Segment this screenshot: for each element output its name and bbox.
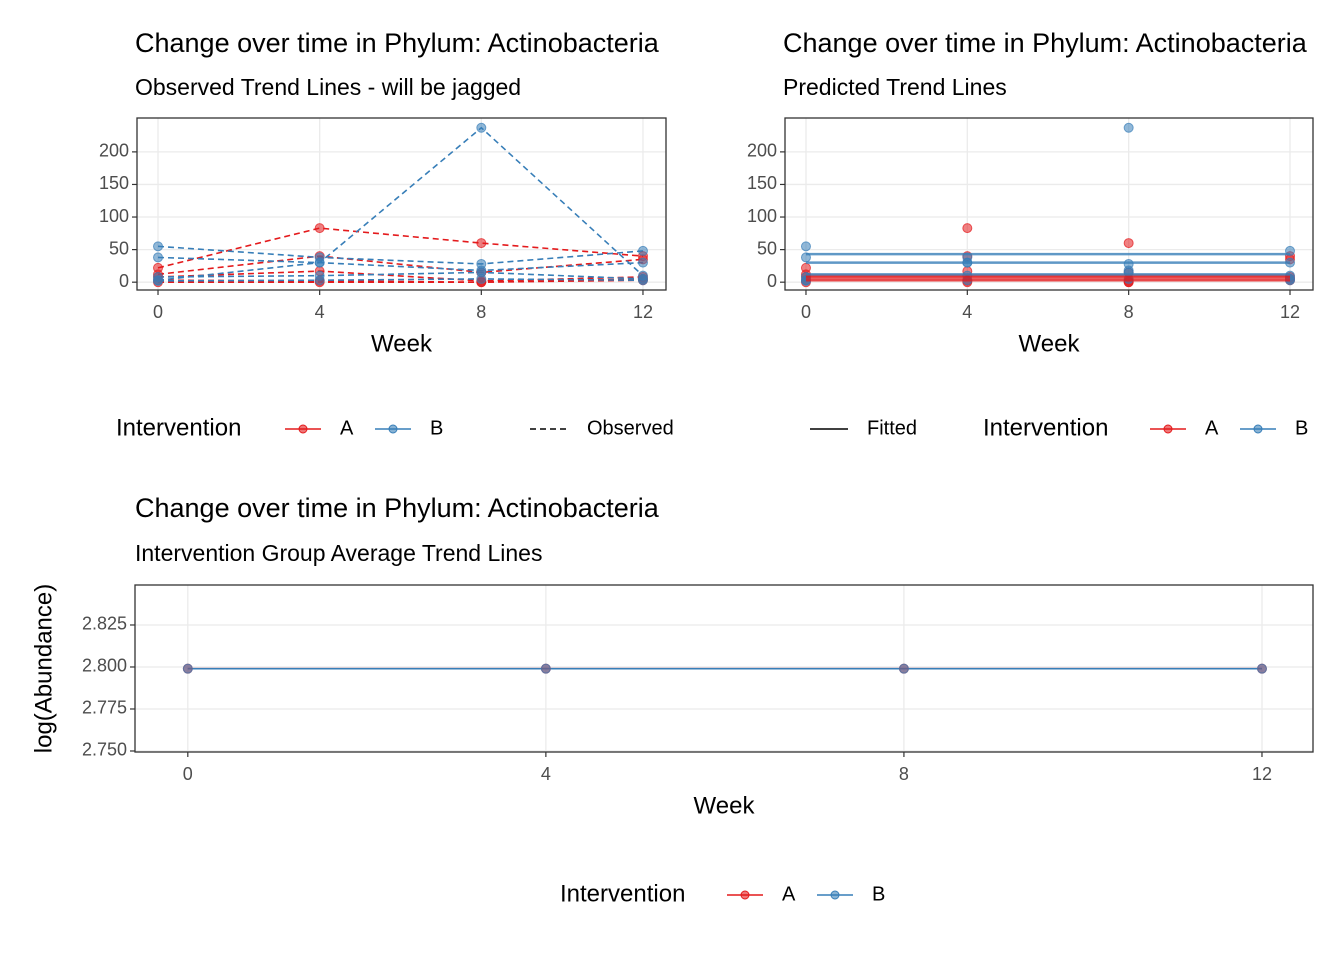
legend-title: Intervention [560,880,685,907]
chart-subtitle: Intervention Group Average Trend Lines [135,540,542,566]
x-tick-label: 12 [1252,764,1272,784]
trend-line [157,245,644,265]
chart-title: Change over time in Phylum: Actinobacter… [135,28,660,58]
legend-key-point [1253,424,1263,434]
y-tick-label: 2.825 [82,614,127,634]
y-tick-label: 0 [119,271,129,291]
chart-title: Change over time in Phylum: Actinobacter… [783,28,1308,58]
x-axis-label: Week [1019,330,1081,357]
y-tick-label: 0 [767,271,777,291]
x-tick-label: 0 [801,302,811,322]
plot-border [136,117,667,291]
x-axis-label: Week [371,330,433,357]
plot-border [134,584,1314,753]
data-point [962,223,973,234]
panel: Change over time in Phylum: Actinobacter… [99,28,674,441]
data-point [153,252,164,263]
data-point [637,257,648,268]
data-point [182,663,193,674]
trend-line [157,255,644,276]
x-tick-label: 4 [315,302,325,322]
x-tick-label: 8 [1124,302,1134,322]
y-tick-label: 200 [99,141,129,161]
y-tick-label: 150 [99,173,129,193]
data-point [476,273,487,284]
data-point [1256,663,1267,674]
x-axis-label: Week [694,792,756,819]
legend-label: B [430,417,443,439]
trend-line [157,126,644,282]
y-tick-label: 100 [99,206,129,226]
data-point [1123,238,1134,249]
data-point [476,122,487,133]
data-point [540,663,551,674]
data-point [153,275,164,286]
legend-label: B [1295,417,1308,439]
chart-subtitle: Predicted Trend Lines [783,74,1007,100]
y-tick-label: 50 [757,238,777,258]
trend-line [157,256,644,272]
x-tick-label: 8 [899,764,909,784]
trend-line [158,279,643,283]
x-tick-label: 4 [541,764,551,784]
legend-key-point [298,424,308,434]
data-point [476,238,487,249]
x-tick-label: 8 [476,302,486,322]
x-tick-label: 12 [1280,302,1300,322]
legend-title: Intervention [116,414,241,441]
data-point [1123,122,1134,133]
legend-label: A [340,417,354,439]
y-axis-label: log(Abundance) [30,584,57,753]
panel: Change over time in Phylum: Actinobacter… [747,28,1314,441]
y-tick-label: 200 [747,141,777,161]
legend-label: Fitted [867,417,917,439]
data-point [314,275,325,286]
y-tick-label: 2.800 [82,656,127,676]
trend-line [157,227,644,269]
data-point [314,257,325,268]
data-point [898,663,909,674]
plot-background [785,118,1313,290]
panel: Change over time in Phylum: Actinobacter… [30,493,1314,907]
legend-label: A [1205,417,1219,439]
trend-line [158,278,643,282]
chart-subtitle: Observed Trend Lines - will be jagged [135,74,521,100]
y-tick-label: 100 [747,206,777,226]
data-point [637,275,648,286]
chart-title: Change over time in Phylum: Actinobacter… [135,493,660,523]
x-tick-label: 0 [183,764,193,784]
legend-key-point [1163,424,1173,434]
x-tick-label: 12 [633,302,653,322]
data-point [800,241,811,252]
legend-label: A [782,883,796,905]
data-point [637,245,648,256]
legend-key-point [388,424,398,434]
x-tick-label: 0 [153,302,163,322]
legend-key-point [740,890,750,900]
plot-border [784,117,1314,291]
y-tick-label: 2.750 [82,740,127,760]
y-tick-label: 2.775 [82,698,127,718]
y-tick-label: 150 [747,173,777,193]
legend-key-point [830,890,840,900]
legend-label: B [872,883,885,905]
x-tick-label: 4 [962,302,972,322]
data-point [153,241,164,252]
legend-title: Intervention [983,414,1108,441]
trend-line [158,271,643,280]
y-tick-label: 50 [109,238,129,258]
legend-label: Observed [587,417,674,439]
data-point [314,223,325,234]
